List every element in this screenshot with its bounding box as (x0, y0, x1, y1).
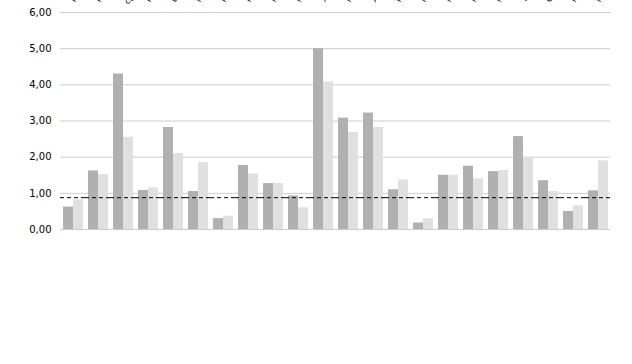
svg-text:4,00: 4,00 (29, 79, 51, 90)
svg-text:Туалетная бумага и салфетки: Туалетная бумага и салфетки (519, 0, 591, 5)
svg-text:Кремы для лица: Кремы для лица (144, 0, 186, 4)
svg-text:Женская гигиена: Женская гигиена (319, 0, 364, 4)
svg-text:1,00: 1,00 (29, 188, 51, 199)
svg-text:Гели для посуды: Гели для посуды (469, 0, 513, 4)
svg-text:Колготки и чулки: Колготки и чулки (394, 0, 439, 4)
svg-text:6,00: 6,00 (29, 7, 51, 18)
svg-text:5,00: 5,00 (29, 43, 51, 54)
svg-text:0,00: 0,00 (29, 224, 51, 235)
svg-text:2,00: 2,00 (29, 151, 51, 162)
svg-text:Парфюмерия марки СС: Парфюмерия марки СС (594, 0, 632, 4)
svg-text:Краска для волос: Краска для волос (244, 0, 289, 4)
svg-text:Средства для загара и пляжки: Средства для загара и пляжки (544, 0, 617, 4)
svg-text:3,00: 3,00 (29, 115, 51, 126)
